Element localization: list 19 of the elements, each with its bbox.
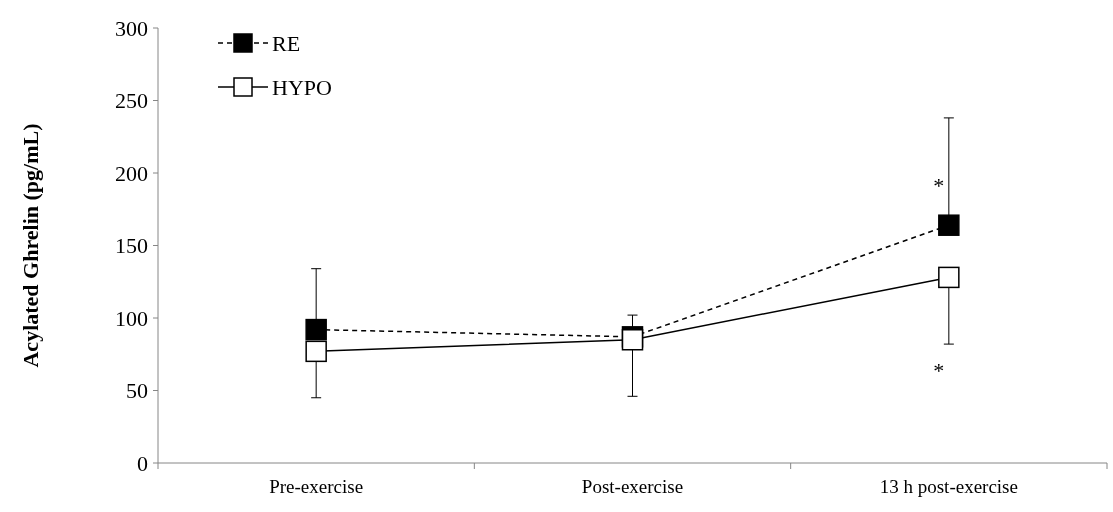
y-tick-label: 150 — [115, 233, 148, 259]
y-tick-label: 250 — [115, 88, 148, 114]
y-tick-label: 50 — [126, 378, 148, 404]
point — [938, 214, 960, 236]
point — [305, 340, 327, 363]
x-tick-label: Post-exercise — [581, 476, 684, 497]
y-tick-label: 300 — [115, 15, 148, 41]
legend-label: RE — [272, 30, 301, 56]
legend-label: HYPO — [272, 74, 332, 100]
annotation: * — [933, 173, 945, 198]
point — [938, 266, 960, 289]
y-tick-label: 200 — [115, 160, 148, 186]
annotation: * — [933, 358, 945, 383]
x-tick-label: Pre-exercise — [269, 476, 364, 497]
y-axis-title: Acylated Ghrelin (pg/mL) — [18, 123, 43, 368]
point — [305, 318, 327, 341]
x-tick-label: 13 h post-exercise — [879, 476, 1018, 497]
y-tick-label: 100 — [115, 305, 148, 331]
y-tick-label: 0 — [137, 450, 148, 476]
